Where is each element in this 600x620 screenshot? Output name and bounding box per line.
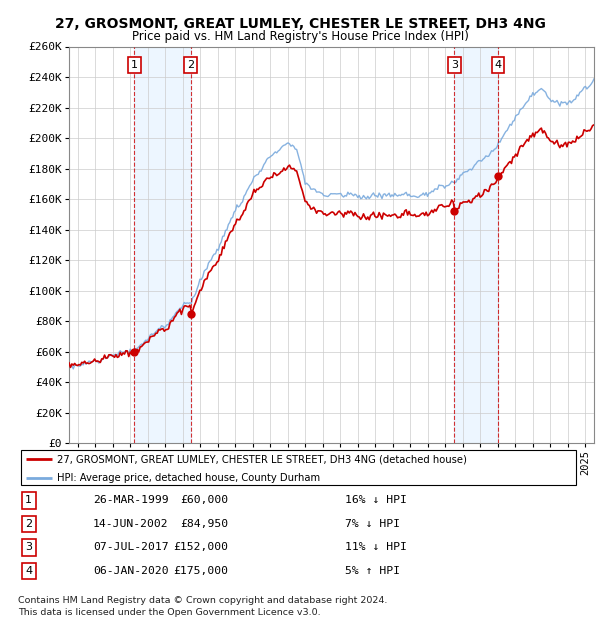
FancyBboxPatch shape [21,450,577,485]
Text: 06-JAN-2020: 06-JAN-2020 [93,566,169,576]
Text: 3: 3 [25,542,32,552]
Text: £60,000: £60,000 [180,495,228,505]
Text: 27, GROSMONT, GREAT LUMLEY, CHESTER LE STREET, DH3 4NG (detached house): 27, GROSMONT, GREAT LUMLEY, CHESTER LE S… [58,454,467,464]
Text: 11% ↓ HPI: 11% ↓ HPI [345,542,407,552]
Text: £84,950: £84,950 [180,519,228,529]
Text: 5% ↑ HPI: 5% ↑ HPI [345,566,400,576]
Text: 07-JUL-2017: 07-JUL-2017 [93,542,169,552]
Text: £152,000: £152,000 [173,542,228,552]
Text: 7% ↓ HPI: 7% ↓ HPI [345,519,400,529]
Text: 3: 3 [451,60,458,70]
Text: 1: 1 [25,495,32,505]
Bar [134,46,191,443]
Text: 26-MAR-1999: 26-MAR-1999 [93,495,169,505]
Text: 4: 4 [25,566,32,576]
Text: 1: 1 [131,60,138,70]
Text: Price paid vs. HM Land Registry's House Price Index (HPI): Price paid vs. HM Land Registry's House … [131,30,469,43]
Text: Contains HM Land Registry data © Crown copyright and database right 2024.
This d: Contains HM Land Registry data © Crown c… [18,596,388,617]
Text: £175,000: £175,000 [173,566,228,576]
Text: 14-JUN-2002: 14-JUN-2002 [93,519,169,529]
Text: 16% ↓ HPI: 16% ↓ HPI [345,495,407,505]
Text: 27, GROSMONT, GREAT LUMLEY, CHESTER LE STREET, DH3 4NG: 27, GROSMONT, GREAT LUMLEY, CHESTER LE S… [55,17,545,32]
Text: 2: 2 [25,519,32,529]
Text: 4: 4 [494,60,502,70]
Bar [454,46,498,443]
Text: 2: 2 [187,60,194,70]
Text: HPI: Average price, detached house, County Durham: HPI: Average price, detached house, Coun… [58,473,320,483]
